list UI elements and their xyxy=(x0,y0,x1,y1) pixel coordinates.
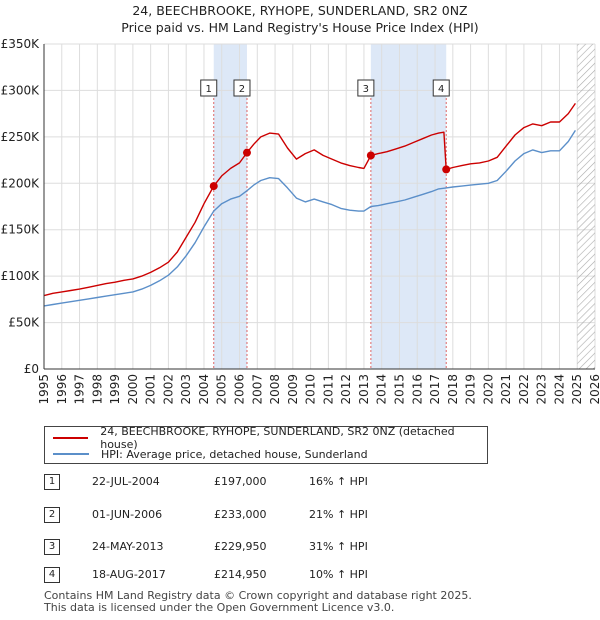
sale-hpi-change: 16% ↑ HPI xyxy=(309,475,368,488)
sale-price: £197,000 xyxy=(214,475,267,488)
sale-price: £214,950 xyxy=(214,568,267,581)
x-tick-label: 1998 xyxy=(90,374,104,405)
sale-label-number: 2 xyxy=(239,84,245,95)
y-tick-label: £50K xyxy=(8,316,40,330)
y-tick-label: £200K xyxy=(1,176,41,190)
hpi-line xyxy=(44,130,576,307)
sale-number-badge: 4 xyxy=(44,567,60,583)
y-tick-label: £0 xyxy=(24,362,39,376)
sale-number-badge: 2 xyxy=(44,507,60,523)
sale-label-box xyxy=(233,79,251,97)
x-tick-label: 2021 xyxy=(499,374,513,405)
forecast-hatch xyxy=(577,44,595,369)
sale-hpi-change: 21% ↑ HPI xyxy=(309,508,368,521)
sale-date: 18-AUG-2017 xyxy=(92,568,166,581)
footer-attribution: Contains HM Land Registry data © Crown c… xyxy=(44,590,472,614)
sale-date: 24-MAY-2013 xyxy=(92,540,164,553)
sale-row: 3 24-MAY-2013 £229,950 31% ↑ HPI xyxy=(44,539,464,555)
x-tick-label: 2008 xyxy=(268,374,282,405)
x-tick-label: 2022 xyxy=(517,374,531,405)
sale-label-number: 3 xyxy=(363,84,369,95)
x-tick-label: 2005 xyxy=(215,374,229,405)
x-tick-label: 1996 xyxy=(55,374,69,405)
y-tick-label: £150K xyxy=(1,223,41,237)
footer-line-1: Contains HM Land Registry data © Crown c… xyxy=(44,589,472,602)
legend-label-property: 24, BEECHBROOKE, RYHOPE, SUNDERLAND, SR2… xyxy=(100,425,455,451)
sale-label-number: 1 xyxy=(206,84,212,95)
x-tick-label: 1995 xyxy=(37,374,51,405)
sale-row: 2 01-JUN-2006 £233,000 21% ↑ HPI xyxy=(44,507,464,523)
legend-entry-hpi: HPI: Average price, detached house, Sund… xyxy=(53,446,368,462)
title-line-2: Price paid vs. HM Land Registry's House … xyxy=(121,20,479,35)
y-tick-label: £250K xyxy=(1,130,41,144)
sale-label-box xyxy=(432,79,450,97)
x-tick-label: 2012 xyxy=(339,374,353,405)
sale-label-number: 4 xyxy=(438,84,444,95)
chart-title: 24, BEECHBROOKE, RYHOPE, SUNDERLAND, SR2… xyxy=(0,2,600,36)
chart-legend: 24, BEECHBROOKE, RYHOPE, SUNDERLAND, SR2… xyxy=(44,425,488,464)
sale-date: 22-JUL-2004 xyxy=(92,475,160,488)
sale-label-box xyxy=(357,79,375,97)
sale-hpi-change: 10% ↑ HPI xyxy=(309,568,368,581)
title-line-1: 24, BEECHBROOKE, RYHOPE, SUNDERLAND, SR2… xyxy=(132,3,468,18)
x-tick-label: 2023 xyxy=(535,374,549,405)
y-tick-label: £350K xyxy=(1,37,41,51)
sale-number-badge: 1 xyxy=(44,474,60,490)
sale-price: £233,000 xyxy=(214,508,267,521)
x-tick-label: 2024 xyxy=(552,374,566,405)
sale-hpi-change: 31% ↑ HPI xyxy=(309,540,368,553)
x-tick-label: 2019 xyxy=(464,374,478,405)
legend-entry-property: 24, BEECHBROOKE, RYHOPE, SUNDERLAND, SR2… xyxy=(53,425,487,451)
x-tick-label: 1999 xyxy=(108,374,122,405)
x-tick-label: 2013 xyxy=(357,374,371,405)
x-tick-label: 2000 xyxy=(126,374,140,405)
legend-label-hpi: HPI: Average price, detached house, Sund… xyxy=(101,447,368,461)
x-tick-label: 2004 xyxy=(197,374,211,405)
y-tick-label: £100K xyxy=(1,269,41,283)
sale-point xyxy=(242,148,251,157)
sale-price: £229,950 xyxy=(214,540,267,553)
property-price-line xyxy=(44,103,576,297)
x-tick-label: 2014 xyxy=(375,374,389,405)
x-tick-label: 2010 xyxy=(304,374,318,405)
sale-point xyxy=(366,151,375,160)
sale-row: 4 18-AUG-2017 £214,950 10% ↑ HPI xyxy=(44,567,464,583)
sale-number-badge: 3 xyxy=(44,539,60,555)
x-tick-label: 2006 xyxy=(233,374,247,405)
x-tick-label: 2016 xyxy=(410,374,424,405)
legend-swatch-hpi xyxy=(53,453,89,455)
footer-line-2: This data is licensed under the Open Gov… xyxy=(44,601,395,614)
x-tick-label: 2002 xyxy=(161,374,175,405)
x-tick-label: 2018 xyxy=(446,374,460,405)
x-tick-label: 2011 xyxy=(321,374,335,405)
price-chart: 1 2 3 4 £0 £50K £100K £150K £200K £250K £300K £350… xyxy=(1,37,600,405)
highlight-period xyxy=(370,44,447,369)
x-tick-label: 2003 xyxy=(179,374,193,405)
sale-label-box xyxy=(200,79,218,97)
x-tick-label: 2017 xyxy=(428,374,442,405)
sale-point xyxy=(442,165,451,174)
y-tick-label: £300K xyxy=(1,83,41,97)
x-tick-label: 2009 xyxy=(286,374,300,405)
x-tick-label: 1997 xyxy=(73,374,87,405)
x-tick-label: 2015 xyxy=(392,374,406,405)
x-tick-label: 2025 xyxy=(570,374,584,405)
sale-date: 01-JUN-2006 xyxy=(92,508,163,521)
sale-row: 1 22-JUL-2004 £197,000 16% ↑ HPI xyxy=(44,474,464,490)
sale-point xyxy=(209,182,218,191)
x-tick-label: 2026 xyxy=(588,374,600,405)
x-tick-label: 2020 xyxy=(481,374,495,405)
x-tick-label: 2001 xyxy=(144,374,158,405)
legend-swatch-property xyxy=(53,437,89,439)
x-tick-label: 2007 xyxy=(250,374,264,405)
